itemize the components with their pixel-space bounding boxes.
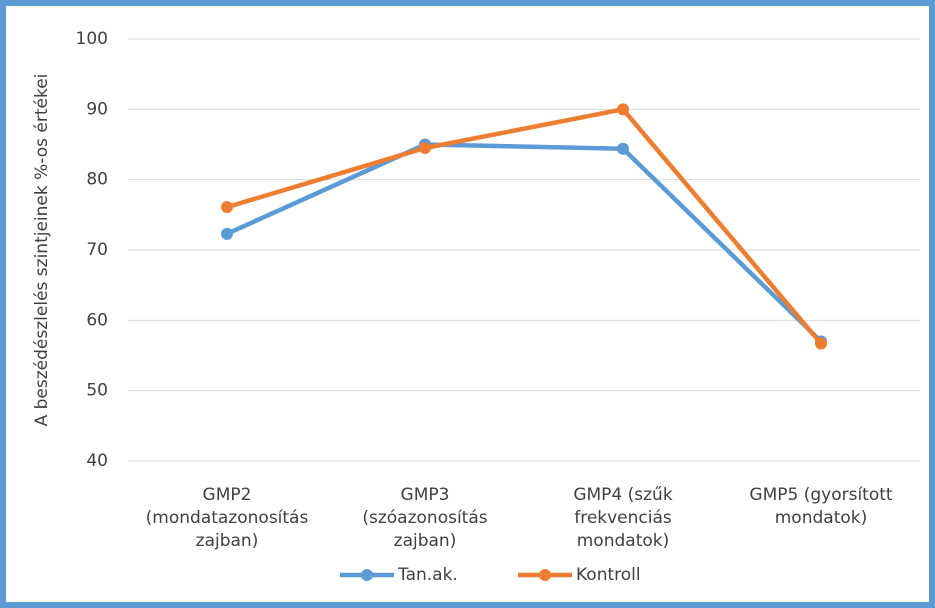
data-point bbox=[221, 201, 233, 214]
y-tick-label: 50 bbox=[86, 381, 108, 401]
x-tick-label: GMP4 (szűk frekvenciás mondatok) bbox=[573, 485, 672, 551]
y-tick-label: 70 bbox=[86, 240, 108, 260]
legend-label: Tan.ak. bbox=[397, 565, 458, 585]
data-point bbox=[221, 227, 233, 240]
series-line bbox=[226, 142, 823, 344]
legend-label: Kontroll bbox=[576, 565, 641, 585]
legend-marker bbox=[361, 569, 373, 581]
y-axis-title: A beszédészlelés szintjeinek %-os értéke… bbox=[32, 74, 52, 427]
legend-marker bbox=[539, 569, 551, 581]
data-point bbox=[617, 142, 629, 155]
y-tick-label: 80 bbox=[86, 170, 108, 190]
x-tick-label: GMP5 (gyorsított mondatok) bbox=[749, 485, 892, 528]
x-tick-label: GMP2 (mondatazonosítás zajban) bbox=[146, 485, 309, 551]
x-tick-label: GMP3 (szóazonosítás zajban) bbox=[362, 485, 487, 551]
y-tick-label: 60 bbox=[86, 310, 108, 330]
data-point bbox=[617, 103, 629, 116]
y-tick-label: 40 bbox=[86, 451, 108, 471]
data-point bbox=[815, 337, 827, 350]
data-point bbox=[419, 142, 431, 155]
series-line bbox=[226, 107, 823, 345]
y-tick-label: 90 bbox=[86, 99, 108, 119]
y-tick-label: 100 bbox=[76, 29, 108, 49]
